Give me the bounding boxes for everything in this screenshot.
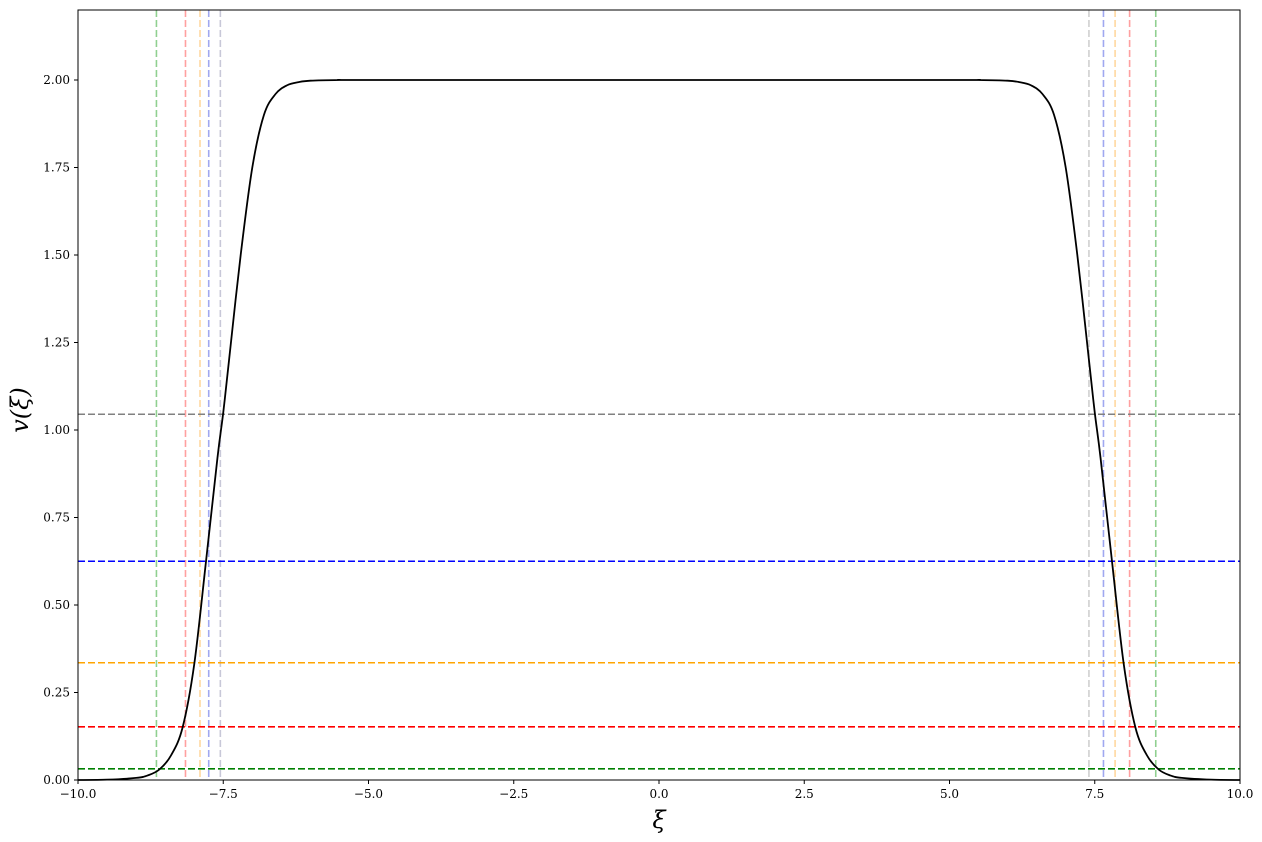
x-axis-ticks: −10.0 −7.5 −5.0 −2.5 0.0 2.5 5.0 7.5 10.0 <box>60 780 1254 801</box>
x-tick-label: 0.0 <box>649 787 668 801</box>
y-tick-label: 1.75 <box>43 161 70 175</box>
x-axis-label: ξ <box>652 806 667 834</box>
plot-frame <box>77 9 1241 781</box>
vertical-reference-lines <box>155 10 1157 780</box>
y-tick-label: 0.50 <box>43 598 70 612</box>
series-line-0 <box>77 79 1241 781</box>
x-tick-label: 10.0 <box>1227 787 1254 801</box>
y-tick-label: 1.50 <box>43 248 70 262</box>
y-axis-label: v(ξ) <box>6 387 34 433</box>
y-tick-label: 0.25 <box>43 686 70 700</box>
x-tick-label: 2.5 <box>795 787 814 801</box>
x-tick-label: −10.0 <box>60 787 97 801</box>
x-tick-label: −2.5 <box>499 787 528 801</box>
x-tick-label: 5.0 <box>940 787 959 801</box>
x-tick-label: −5.0 <box>354 787 383 801</box>
x-tick-label: 7.5 <box>1085 787 1104 801</box>
y-tick-label: 1.25 <box>43 336 70 350</box>
y-tick-label: 1.00 <box>43 423 70 437</box>
series-layer <box>77 79 1241 781</box>
y-tick-label: 2.00 <box>43 73 70 87</box>
horizontal-reference-lines <box>78 413 1240 770</box>
x-tick-label: −7.5 <box>209 787 238 801</box>
y-tick-label: 0.00 <box>43 773 70 787</box>
y-axis-ticks: 0.00 0.25 0.50 0.75 1.00 1.25 1.50 1.75 2.00 <box>43 73 78 787</box>
y-tick-label: 0.75 <box>43 511 70 525</box>
